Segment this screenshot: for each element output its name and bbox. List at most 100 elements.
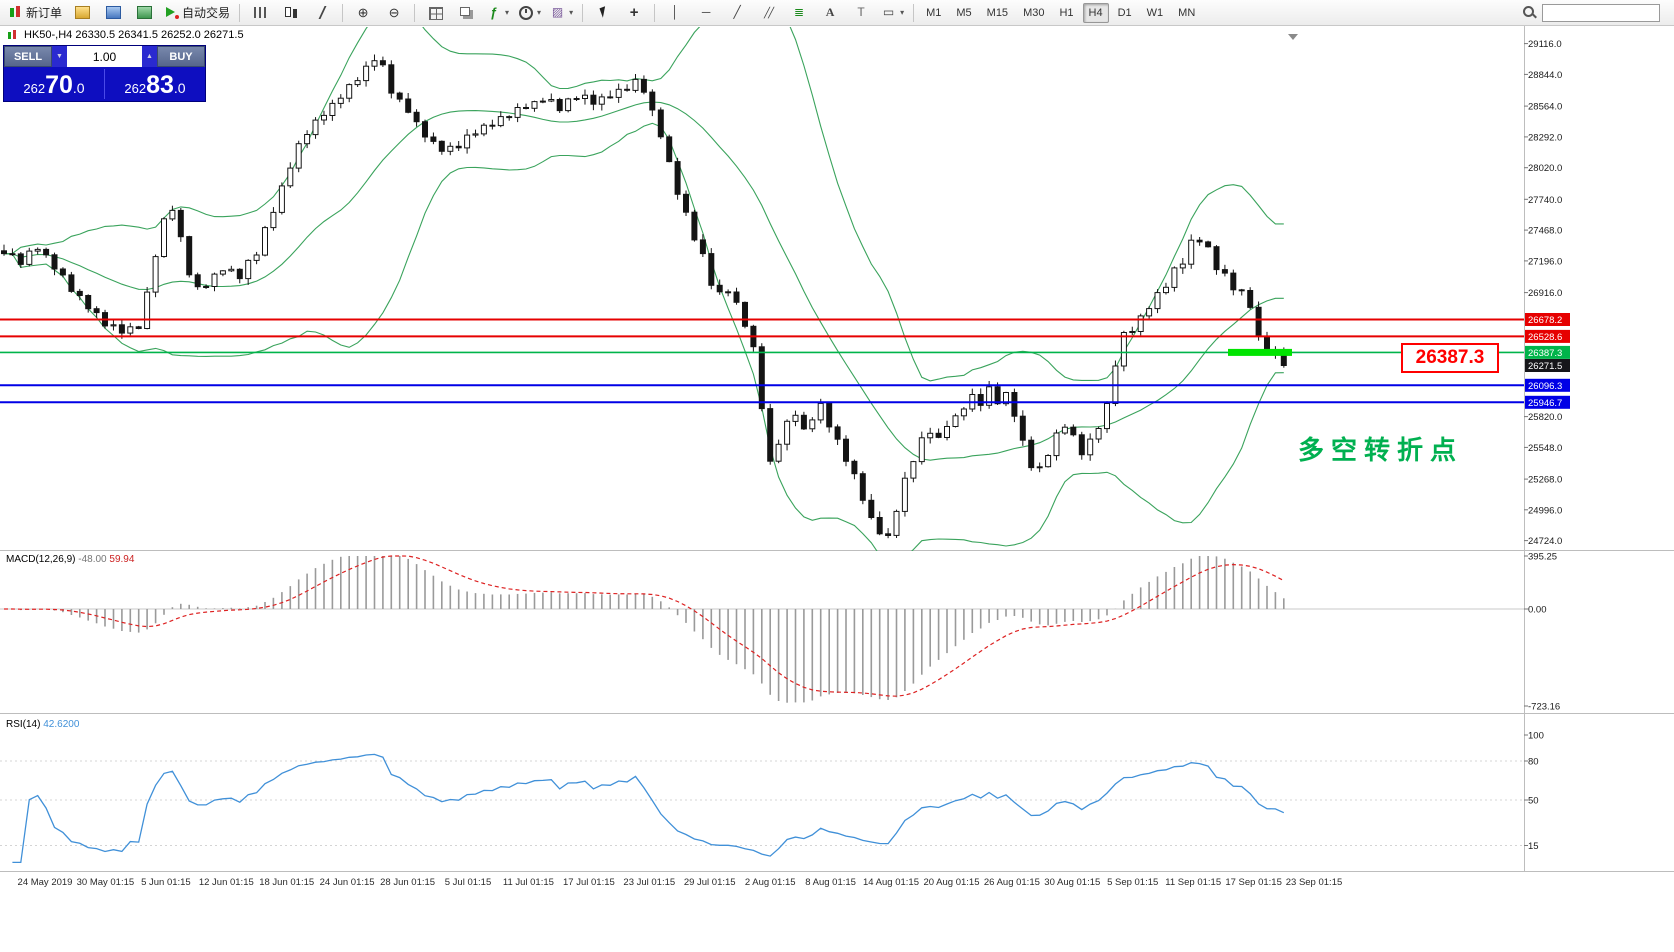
- time-axis-label: 14 Aug 01:15: [863, 877, 919, 888]
- timeframe-mn-button[interactable]: MN: [1178, 6, 1196, 19]
- chart-title-text: HK50-,H4 26330.5 26341.5 26252.0 26271.5: [24, 29, 244, 41]
- time-axis-label: 11 Sep 01:15: [1165, 877, 1221, 888]
- time-axis-label: 30 Aug 01:15: [1044, 877, 1100, 888]
- time-axis-label: 28 Jun 01:15: [380, 877, 435, 888]
- volume-input[interactable]: [67, 46, 142, 67]
- timeframe-h1-button[interactable]: H1: [1059, 6, 1074, 19]
- autotrading-button-label: 自动交易: [182, 6, 231, 20]
- text-label-button[interactable]: [846, 1, 876, 25]
- terminal-button[interactable]: [129, 1, 159, 25]
- rsi-axis-label: 80: [1528, 757, 1539, 768]
- candles-icon: [284, 6, 299, 19]
- vline-icon: [668, 6, 683, 19]
- shapes-button[interactable]: ▾: [877, 1, 908, 25]
- equidistant-channel-button[interactable]: [753, 1, 783, 25]
- axis-price-marker: [1525, 378, 1570, 392]
- dropdown-arrow-icon: ▾: [900, 8, 905, 17]
- toolbar-separator: [239, 3, 241, 22]
- indicators-icon: [486, 6, 501, 19]
- autotrading-button[interactable]: 自动交易: [160, 1, 234, 25]
- timeframe-m1-button[interactable]: M1: [926, 6, 942, 19]
- time-axis-label: 5 Sep 01:15: [1107, 877, 1158, 888]
- axis-price-marker-text: 26528.6: [1528, 332, 1562, 343]
- sell-button[interactable]: SELL: [4, 46, 52, 67]
- zoom-in-button[interactable]: [348, 1, 378, 25]
- time-axis-label: 5 Jun 01:15: [141, 877, 191, 888]
- tile-windows-button[interactable]: [420, 1, 450, 25]
- timeframe-m5-button[interactable]: M5: [956, 6, 972, 19]
- timeframe-h4-button[interactable]: H4: [1082, 2, 1109, 23]
- price-axis-label: 25820.0: [1528, 412, 1562, 423]
- periods-icon: [518, 6, 534, 20]
- volume-increase-button[interactable]: [142, 46, 157, 67]
- time-axis-label: 12 Jun 01:15: [199, 877, 254, 888]
- axis-price-marker: [1525, 313, 1570, 326]
- buy-price[interactable]: 262 83.0: [124, 71, 186, 99]
- time-axis-label: 23 Sep 01:15: [1286, 877, 1343, 888]
- highlight-band[interactable]: [1228, 348, 1292, 356]
- time-axis-label: 24 Jun 01:15: [320, 877, 375, 888]
- candlestick-icon: [7, 29, 19, 41]
- shapes-icon: [881, 6, 896, 19]
- toolbar-separator: [342, 3, 344, 22]
- chart-shift-marker[interactable]: [1288, 34, 1298, 40]
- market-watch-button[interactable]: [98, 1, 128, 25]
- crosshair-button[interactable]: [619, 1, 649, 25]
- templates-icon: [550, 6, 565, 19]
- cursor-button[interactable]: [588, 1, 618, 25]
- cascade-windows-button[interactable]: [451, 1, 481, 25]
- time-axis-label: 29 Jul 01:15: [684, 877, 736, 888]
- symbol-search-input[interactable]: [1542, 3, 1660, 22]
- fibonacci-button[interactable]: [784, 1, 814, 25]
- price-axis-label: 27196.0: [1528, 256, 1562, 267]
- price-axis-label: 25548.0: [1528, 443, 1562, 454]
- new-order-button[interactable]: 新订单: [4, 1, 66, 25]
- crosshair-icon: [627, 6, 642, 19]
- sell-price[interactable]: 262 70.0: [23, 71, 85, 99]
- autotrading-icon: [164, 6, 180, 19]
- buy-button[interactable]: BUY: [157, 46, 205, 67]
- price-axis-label: 25268.0: [1528, 475, 1562, 486]
- macd-axis-label: 0.00: [1528, 605, 1547, 616]
- timeframe-d1-button[interactable]: D1: [1117, 6, 1132, 19]
- timeframe-w1-button[interactable]: W1: [1146, 6, 1164, 19]
- hline-icon: [699, 6, 714, 19]
- trendline-button[interactable]: [722, 1, 752, 25]
- price-callout[interactable]: 26387.3: [1401, 343, 1499, 373]
- fibo-icon: [792, 6, 807, 19]
- time-axis-label: 5 Jul 01:15: [445, 877, 491, 888]
- timeframe-m30-button[interactable]: M30: [1023, 6, 1045, 19]
- vertical-line-button[interactable]: [660, 1, 690, 25]
- macd-plot: [4, 555, 1285, 703]
- market-watch-icon: [105, 6, 121, 19]
- timeframe-m15-button[interactable]: M15: [986, 6, 1009, 19]
- tile-icon: [428, 6, 443, 20]
- dropdown-arrow-icon: ▾: [569, 8, 574, 17]
- templates-button[interactable]: ▾: [546, 1, 577, 25]
- time-axis-label: 30 May 01:15: [77, 877, 135, 888]
- profiles-button[interactable]: [67, 1, 97, 25]
- candle-chart-button[interactable]: [276, 1, 306, 25]
- dropdown-arrow-icon: ▾: [537, 8, 542, 17]
- bar-chart-button[interactable]: [245, 1, 275, 25]
- candles: [1, 54, 1287, 539]
- text-button[interactable]: [815, 1, 845, 25]
- cursor-icon: [596, 6, 611, 19]
- horizontal-line-button[interactable]: [691, 1, 721, 25]
- line-chart-button[interactable]: [307, 1, 337, 25]
- time-axis-label: 18 Jun 01:15: [259, 877, 314, 888]
- trendline-icon: [730, 6, 745, 19]
- periods-button[interactable]: ▾: [514, 1, 545, 25]
- time-axis-label: 20 Aug 01:15: [924, 877, 980, 888]
- search-icon[interactable]: [1522, 5, 1537, 20]
- volume-decrease-button[interactable]: [52, 46, 67, 67]
- zoom-out-button[interactable]: [379, 1, 409, 25]
- indicators-button[interactable]: ▾: [482, 1, 513, 25]
- price-chart-plot[interactable]: [1, 0, 1287, 565]
- time-axis-label: 8 Aug 01:15: [805, 877, 856, 888]
- time-axis-label: 17 Sep 01:15: [1225, 877, 1282, 888]
- price-divider: [104, 69, 105, 99]
- time-axis-label: 17 Jul 01:15: [563, 877, 615, 888]
